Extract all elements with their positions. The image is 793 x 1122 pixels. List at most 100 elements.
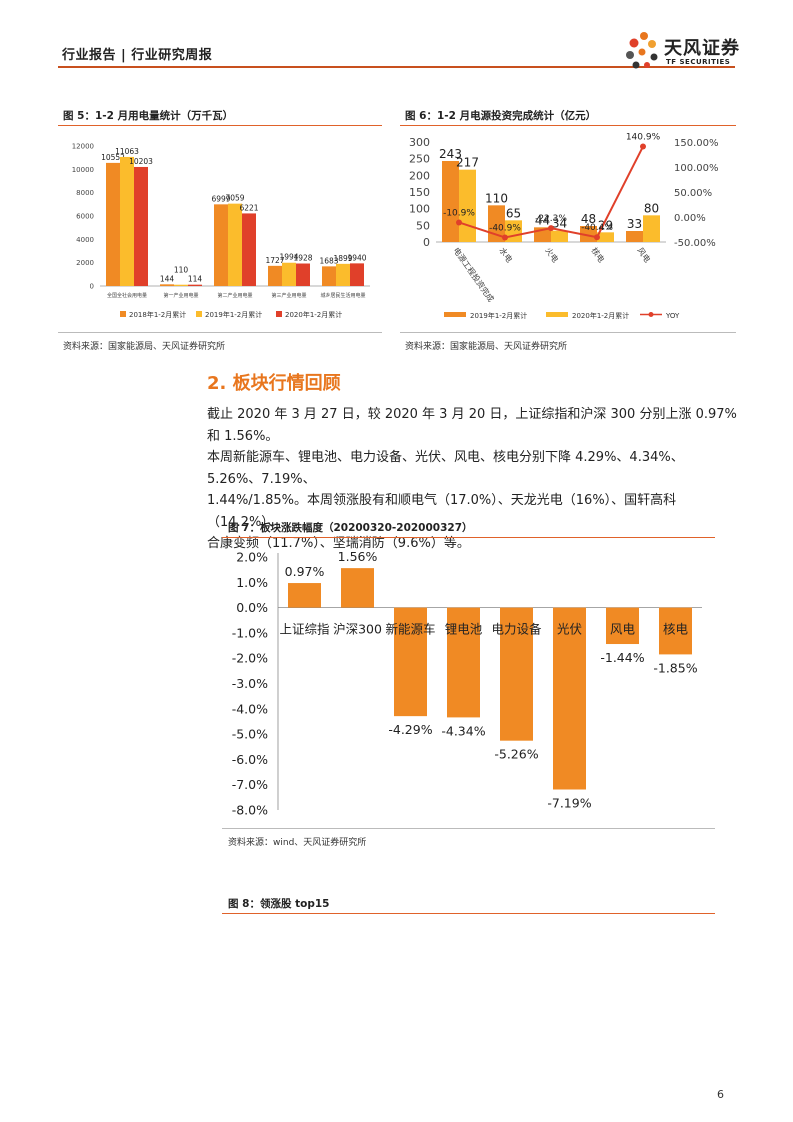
data-label: 33 [627,217,642,231]
bar [626,231,643,242]
bar [282,262,296,286]
page-number: 6 [717,1088,724,1101]
y-tick-label: 1.0% [236,575,268,590]
data-label: 44 [535,213,550,227]
y-tick-label: 12000 [72,143,94,151]
y-tick-label: 0 [90,283,94,291]
y-tick-label: 150 [409,186,430,199]
bar [394,607,427,717]
fig8-title-line [222,913,715,914]
bar [553,607,586,790]
fig6-title-line [400,125,736,126]
yoy-point [594,234,600,241]
y2-tick-label: 100.00% [674,163,719,174]
legend-label: 2018年1-2月累计 [129,310,186,319]
bar [214,204,228,286]
bar [228,203,242,286]
fig5-title-line [58,125,382,126]
fig7-chart: 2.0% 1.0% 0.0% -1.0% -2.0% -3.0% -4.0% -5.0% -6.… [232,549,702,818]
y-tick-label: 250 [409,153,430,166]
x-tick-label: 风电 [610,622,636,637]
x-tick-label: 核电 [663,622,689,637]
x-tick-label: 第三产业用电量 [271,292,306,299]
bar [606,607,639,645]
data-label: 7059 [225,194,244,203]
y-tick-label: 8000 [76,189,94,197]
y2-tick-label: 0.00% [674,213,706,224]
yoy-point [640,143,646,150]
fig5-chart: 0 2000 4000 6000 8000 10000 12000 1055211063102… [72,143,370,319]
bar [188,284,202,286]
data-label: 243 [439,147,462,161]
bar [106,162,120,286]
data-label: 217 [456,156,479,170]
data-label: 110 [174,266,189,275]
data-label: 1727 [265,256,284,265]
yoy-label: -10.9% [443,208,475,218]
bar [350,263,364,286]
section-title: 2. 板块行情回顾 [207,373,341,394]
data-label: 0.97% [285,564,325,579]
bar [551,230,568,242]
data-label: 10203 [129,157,153,166]
data-label: 1994 [279,253,298,262]
x-tick-label: 上证综指 [279,622,329,637]
y-tick-label: 0.0% [236,600,268,615]
fig7-title-line [222,537,715,538]
logo-subtext: TF SECURITIES [666,58,731,66]
fig6-chart: 0 50 100 150 200 250 300 -50.00% 0.00% 50.00% 100.… [409,133,719,320]
legend-label: 2019年1-2月累计 [205,310,262,319]
data-label: 1940 [347,253,366,262]
x-tick-label: 城乡居民生活用电量 [320,292,365,299]
bar [500,607,533,741]
data-label: -7.19% [547,796,591,811]
logo-text: 天风证券 [664,38,740,59]
x-tick-label: 第二产业用电量 [217,292,252,299]
y-tick-label: -3.0% [232,676,268,691]
y-tick-label: 4000 [76,236,94,244]
y-tick-label: 10000 [72,166,94,174]
fig6-title: 图 6：1-2 月电源投资完成统计（亿元） [405,110,597,122]
fig7-title: 图 7：板块涨跌幅度（20200320-202000327） [228,522,473,534]
legend-swatch [120,311,126,317]
y2-tick-label: 150.00% [674,138,719,149]
data-label: 6221 [239,203,258,212]
bar [336,263,350,286]
paragraph-line: 本周新能源车、锂电池、电力设备、光伏、风电、核电分别下降 4.29%、4.34%… [207,450,684,487]
fig6-source: 资料来源：国家能源局、天风证券研究所 [405,342,568,352]
yoy-label: -40.4% [581,223,613,233]
bar [120,156,134,286]
legend-label: 2020年1-2月累计 [572,311,629,320]
x-tick-label: 核电 [589,245,606,264]
data-label: -4.29% [388,722,432,737]
x-tick-label: 火电 [543,245,560,264]
y-tick-label: -8.0% [232,803,268,818]
data-label: 80 [644,201,659,215]
y-tick-label: 100 [409,203,430,216]
report-header: 行业报告 | 行业研究周报 [62,48,213,63]
legend-swatch [444,312,466,317]
bar [174,284,188,286]
bar [134,166,148,286]
y-tick-label: 300 [409,136,430,149]
flower-logo-icon [626,32,658,69]
y-tick-label: 50 [416,219,430,232]
bar [442,161,459,242]
legend-label: 2019年1-2月累计 [470,311,527,320]
data-label: 1928 [293,254,312,263]
fig5-title: 图 5：1-2 月用电量统计（万千瓦） [63,110,234,122]
y-tick-label: -6.0% [232,752,268,767]
data-label: 114 [188,275,203,284]
data-label: -5.26% [494,747,538,762]
bar [160,284,174,286]
header-divider [58,66,735,68]
y-tick-label: 0 [423,236,430,249]
y-tick-label: -2.0% [232,651,268,666]
data-label: -4.34% [441,723,485,738]
x-tick-label: 风电 [635,245,652,264]
data-label: -1.44% [600,650,644,665]
bar [659,607,692,655]
fig6-bottom-line [400,332,736,333]
x-tick-label: 水电 [497,245,514,264]
y-tick-label: 2000 [76,259,94,267]
